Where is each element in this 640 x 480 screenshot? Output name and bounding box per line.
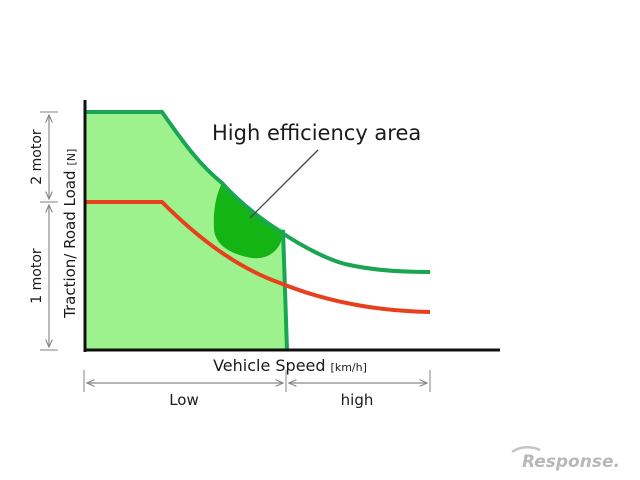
- two-motor-label: 2 motor: [29, 129, 45, 185]
- low-speed-label: Low: [169, 391, 199, 409]
- high-speed-label: high: [341, 391, 374, 409]
- two-motor-traction-curve: [85, 110, 431, 274]
- high-efficiency-area: [213, 183, 283, 259]
- watermark-logo: Response.: [522, 452, 620, 472]
- high-efficiency-label: High efficiency area: [212, 121, 421, 145]
- y-axis-label: Traction/ Road Load[N]: [61, 149, 79, 319]
- x-axis-label: Vehicle Speed [km/h]: [213, 356, 367, 375]
- one-motor-traction-curve: [85, 200, 431, 314]
- one-motor-operating-area: [85, 112, 285, 350]
- watermark-swoosh: [511, 446, 541, 454]
- one-motor-label: 1 motor: [29, 248, 45, 304]
- speed-boundary-line: [281, 229, 289, 351]
- annotation-leader-line: [249, 149, 319, 219]
